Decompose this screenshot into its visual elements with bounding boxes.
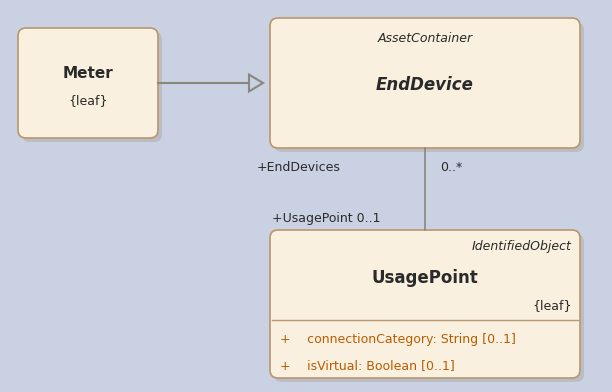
FancyBboxPatch shape — [18, 28, 158, 138]
Text: {leaf}: {leaf} — [532, 299, 572, 312]
Text: AssetContainer: AssetContainer — [378, 31, 472, 45]
FancyBboxPatch shape — [274, 234, 584, 382]
Text: Meter: Meter — [62, 65, 113, 80]
Text: {leaf}: {leaf} — [69, 94, 108, 107]
Text: +UsagePoint 0..1: +UsagePoint 0..1 — [272, 212, 380, 225]
Text: +  isVirtual: Boolean [0..1]: + isVirtual: Boolean [0..1] — [280, 359, 455, 372]
Text: UsagePoint: UsagePoint — [371, 269, 479, 287]
FancyBboxPatch shape — [274, 22, 584, 152]
Polygon shape — [249, 74, 263, 91]
Text: EndDevice: EndDevice — [376, 76, 474, 94]
FancyBboxPatch shape — [22, 32, 162, 142]
FancyBboxPatch shape — [270, 18, 580, 148]
Text: 0..*: 0..* — [440, 160, 462, 174]
Text: IdentifiedObject: IdentifiedObject — [472, 240, 572, 252]
Text: +EndDevices: +EndDevices — [256, 160, 340, 174]
FancyBboxPatch shape — [270, 230, 580, 378]
Text: +  connectionCategory: String [0..1]: + connectionCategory: String [0..1] — [280, 334, 516, 347]
